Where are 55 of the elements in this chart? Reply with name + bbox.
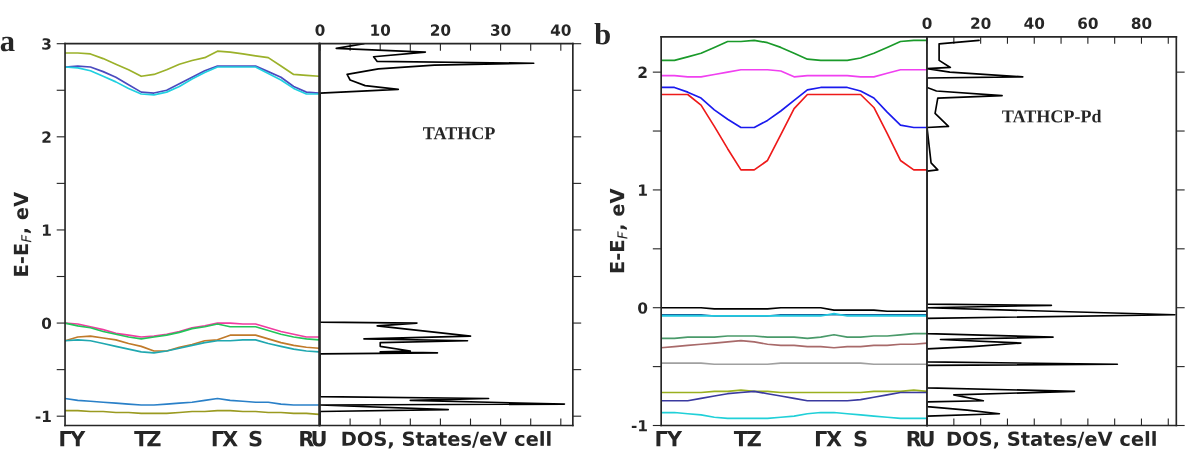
x-tick-label: Γ [60,431,72,447]
x-tick-label: R [300,431,314,447]
x-tick-label: Γ [212,431,224,447]
x-tick-label: T [733,431,748,447]
x-tick-label: 0 [315,24,325,36]
y-tick-label: 2 [638,66,647,78]
y-axis-title: E-E$_{F}$, eV [13,191,32,276]
y-tick-label: 1 [639,184,647,196]
y-tick-label: 0 [638,302,648,314]
x-tick-label: 20 [430,24,451,36]
x-tick-label: Z [147,431,161,447]
line-series [661,39,928,62]
line-series [661,86,928,129]
x-tick-label: U [312,431,326,447]
line-series [65,338,320,354]
x-tick-label: Z [747,431,761,447]
x-tick-label: 20 [971,17,991,29]
y-tick-label: 3 [42,38,51,50]
x-tick-label: Y [666,431,683,447]
x-tick-label: T [134,431,149,447]
x-tick-label: 80 [1131,17,1152,29]
chart-title: b [594,22,610,45]
line-series [661,390,928,402]
line-series [661,339,928,349]
y-tick-label: -1 [631,420,647,432]
x-tick-label: 0 [922,17,932,29]
x-axis-title: DOS, States/eV cell [342,431,551,449]
x-tick-label: Γ [656,431,668,447]
y-tick-label: 0 [41,317,52,330]
x-tick-label: R [907,431,922,447]
x-tick-label: 10 [371,24,391,36]
line-series [65,334,320,352]
x-tick-label: 60 [1078,17,1098,29]
y-axis-title: E-E$_{F}$, eV [609,188,628,273]
annotation: TATHCP-Pd [1002,109,1102,123]
annotation: TATHCP [423,127,495,140]
x-tick-label: X [222,431,238,447]
line-series [661,93,928,171]
line-series [65,50,320,78]
x-axis-title: DOS, States/eV cell [947,431,1156,449]
line-series [661,68,928,78]
line-series [65,397,320,406]
x-tick-label: 40 [550,24,571,36]
y-tick-label: -1 [35,410,51,422]
x-tick-label: Y [70,431,86,447]
x-tick-label: 40 [1024,17,1045,29]
x-tick-label: X [826,431,842,447]
x-tick-label: Γ [815,431,827,447]
x-tick-label: U [920,431,934,447]
y-tick-label: 1 [42,224,51,236]
chart-title: a [0,36,15,52]
x-tick-label: S [854,430,867,447]
x-tick-label: 30 [491,24,511,36]
y-tick-label: 2 [42,131,51,143]
x-tick-label: S [249,430,262,447]
